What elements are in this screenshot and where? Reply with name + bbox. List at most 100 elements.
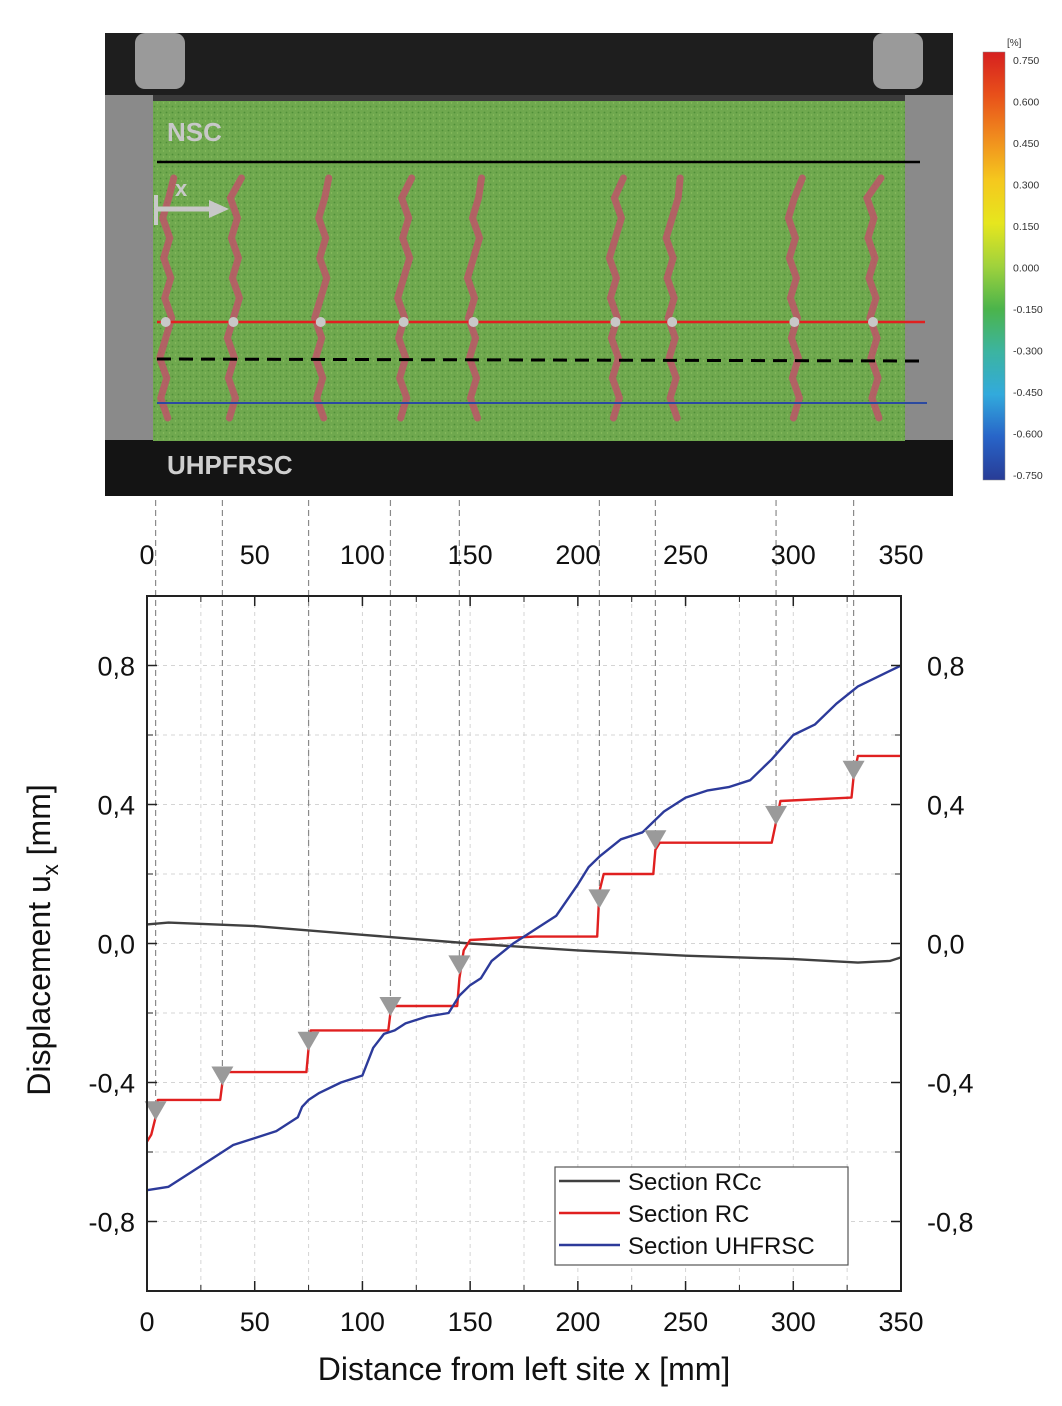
crack-marker-dot xyxy=(160,317,171,327)
colorbar-tick-label: 0.600 xyxy=(1013,97,1039,109)
legend-box xyxy=(554,1166,849,1266)
crack-marker-dot xyxy=(468,317,479,327)
crack-line xyxy=(863,174,885,422)
y-tick-label-left: 0,0 xyxy=(97,930,135,960)
crack-marker-triangle xyxy=(144,1101,167,1121)
crack-line xyxy=(463,174,486,422)
y-tick-label-right: 0,8 xyxy=(927,652,965,682)
left-concrete-edge xyxy=(105,95,153,440)
legend: Section RCc Section RC Section UHFRSC xyxy=(554,1166,849,1266)
crack-pattern xyxy=(156,174,885,422)
right-support-block xyxy=(873,33,923,89)
crack-markers xyxy=(144,760,865,1121)
colorbar-gradient xyxy=(982,51,1006,481)
crack-marker-triangle xyxy=(211,1066,234,1086)
x-tick-label-bottom: 300 xyxy=(771,1307,816,1337)
right-concrete-edge xyxy=(905,95,953,440)
y-tick-label-right: 0,0 xyxy=(927,930,965,960)
x-tick-label-top: 0 xyxy=(139,540,154,570)
left-support-block xyxy=(135,33,185,89)
crack-line xyxy=(662,174,684,422)
crack-line xyxy=(156,174,178,422)
x-tick-label-bottom: 350 xyxy=(878,1307,923,1337)
y-axis-title-main: Displacement u xyxy=(21,875,57,1096)
series-line xyxy=(146,921,902,964)
colorbar-svg: [%] 0.750 0.600 0.450 0.300 0.150 0.000 -0.150… xyxy=(982,38,1043,482)
crack-marker-triangle xyxy=(379,997,402,1017)
y-axis-title-text: Displacement ux [mm] xyxy=(21,784,63,1096)
x-tick-label-top: 350 xyxy=(878,540,923,570)
crack-marker-triangle xyxy=(765,805,788,825)
x-tick-label-bottom: 0 xyxy=(139,1307,154,1337)
crack-marker-dot xyxy=(867,317,878,327)
y-axis-title-unit: [mm] xyxy=(21,784,57,864)
crack-guide-lines xyxy=(155,440,855,1103)
crack-line xyxy=(223,174,245,422)
x-tick-label-top: 200 xyxy=(555,540,600,570)
colorbar-ticks: 0.750 0.600 0.450 0.300 0.150 0.000 -0.150 -0.3… xyxy=(1013,55,1043,482)
dic-photo-svg: NSC UHPFRSC x xyxy=(105,33,953,496)
crack-line xyxy=(605,174,627,422)
crack-marker-dot xyxy=(398,317,409,327)
crack-marker-dot xyxy=(789,317,800,327)
x-tick-label-bottom: 200 xyxy=(555,1307,600,1337)
y-tick-label-left: -0,8 xyxy=(88,1208,135,1238)
colorbar-tick-label: 0.450 xyxy=(1013,138,1039,150)
lower-loading-frame xyxy=(105,438,953,496)
x-tick-label-bottom: 150 xyxy=(448,1307,493,1337)
crack-markers-on-section xyxy=(160,317,878,327)
colorbar-tick-label: 0.150 xyxy=(1013,221,1039,233)
legend-label: Section UHFRSC xyxy=(628,1233,815,1260)
crack-marker-triangle xyxy=(842,760,865,780)
axis-ticks: 0 0 50 50 100 100 150 150 200 200 250 250 300 300 350 3… xyxy=(88,540,973,1337)
colorbar-tick-label: 0.000 xyxy=(1013,263,1039,275)
crack-marker-triangle xyxy=(448,955,471,975)
crack-line xyxy=(393,174,416,422)
x-tick-label-bottom: 100 xyxy=(340,1307,385,1337)
legend-label: Section RC xyxy=(628,1201,749,1228)
colorbar-tick-label: -0.750 xyxy=(1013,470,1043,482)
x-tick-label-top: 50 xyxy=(240,540,270,570)
y-axis-title-subscript: x xyxy=(38,864,63,875)
x-arrow-head-icon xyxy=(209,200,229,218)
nsc-label: NSC xyxy=(167,117,222,147)
displacement-chart: 0 0 50 50 100 100 150 150 200 200 250 250 300 300 350 3… xyxy=(0,440,1062,1401)
series-line xyxy=(146,664,902,1192)
colorbar-tick-label: 0.300 xyxy=(1013,180,1039,192)
upper-loading-frame xyxy=(105,33,953,95)
uhpfrsc-label: UHPFRSC xyxy=(167,450,293,480)
x-tick-label-bottom: 50 xyxy=(240,1307,270,1337)
colorbar-tick-label: -0.150 xyxy=(1013,304,1043,316)
y-axis-title: Displacement ux [mm] xyxy=(21,784,63,1096)
strain-colorbar: [%] 0.750 0.600 0.450 0.300 0.150 0.000 -0.150… xyxy=(975,30,1062,490)
colorbar-tick-label: -0.300 xyxy=(1013,346,1043,358)
crack-marker-dot xyxy=(315,317,326,327)
crack-marker-triangle xyxy=(644,830,667,850)
crack-marker-dot xyxy=(667,317,678,327)
colorbar-tick-label: 0.750 xyxy=(1013,55,1039,67)
colorbar-tick-label: -0.600 xyxy=(1013,429,1043,441)
colorbar-unit: [%] xyxy=(1007,38,1022,49)
chart-svg: 0 0 50 50 100 100 150 150 200 200 250 250 300 300 350 3… xyxy=(21,440,974,1387)
x-tick-label-top: 100 xyxy=(340,540,385,570)
x-tick-label-top: 250 xyxy=(663,540,708,570)
y-tick-label-left: 0,8 xyxy=(97,652,135,682)
colorbar-tick-label: -0.450 xyxy=(1013,387,1043,399)
strain-field-overlay xyxy=(153,101,905,441)
crack-marker-triangle xyxy=(588,889,611,909)
interface-dashed-line xyxy=(156,357,921,363)
x-axis-title: Distance from left site x [mm] xyxy=(318,1351,731,1387)
y-tick-label-right: -0,4 xyxy=(927,1069,974,1099)
crack-line xyxy=(784,174,806,422)
dic-photo: NSC UHPFRSC x xyxy=(105,33,953,496)
y-tick-label-right: -0,8 xyxy=(927,1208,974,1238)
x-tick-label-bottom: 250 xyxy=(663,1307,708,1337)
legend-label: Section RCc xyxy=(628,1169,761,1196)
crack-marker-dot xyxy=(610,317,621,327)
y-tick-label-left: -0,4 xyxy=(88,1069,135,1099)
crack-marker-dot xyxy=(228,317,239,327)
crack-line xyxy=(311,174,333,422)
x-tick-label-top: 150 xyxy=(448,540,493,570)
y-tick-label-right: 0,4 xyxy=(927,791,965,821)
x-tick-label-top: 300 xyxy=(771,540,816,570)
